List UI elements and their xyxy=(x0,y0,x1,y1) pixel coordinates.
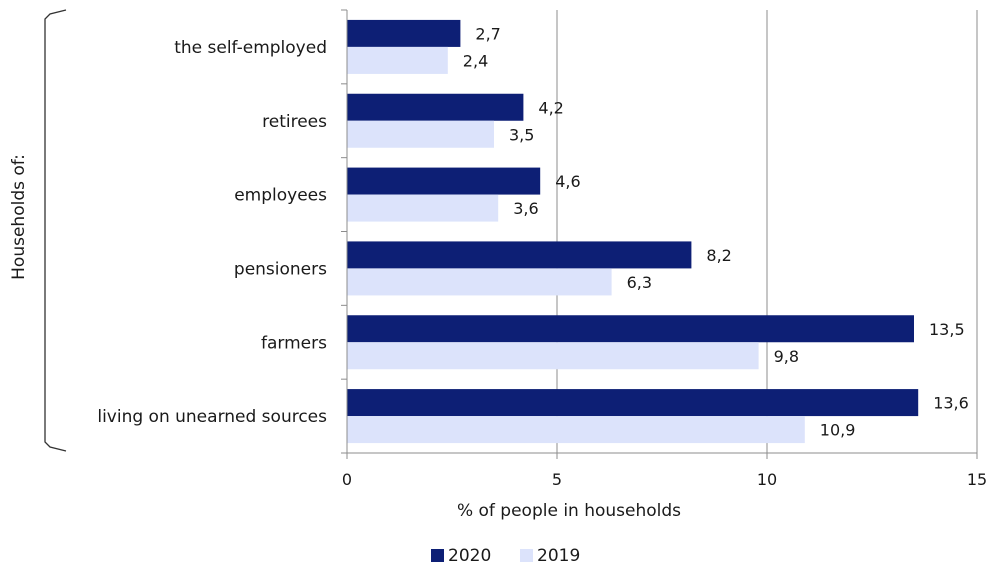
labels: 2,7 2,4 the self-employed 4,23,5 retirees 4,6… xyxy=(97,24,987,489)
data-label: 2,4 xyxy=(463,51,488,70)
data-label: 3,5 xyxy=(509,125,534,144)
category-label: pensioners xyxy=(234,259,327,279)
y-axis-bracket xyxy=(44,9,67,452)
bar-2020-0 xyxy=(347,19,461,47)
x-tick-label: 0 xyxy=(342,470,352,489)
bar-2020-5 xyxy=(347,389,919,417)
bar-2020-2 xyxy=(347,167,541,195)
category-label: living on unearned sources xyxy=(97,407,327,427)
legend-swatch-2020 xyxy=(431,549,444,562)
data-label: 2,7 xyxy=(475,24,500,43)
category-label: employees xyxy=(234,186,327,206)
bar-2020-1 xyxy=(347,93,524,121)
x-tick-label: 10 xyxy=(757,470,777,489)
x-tick-label: 15 xyxy=(967,470,987,489)
category-label: retirees xyxy=(262,112,327,132)
bars xyxy=(347,19,919,444)
data-label: 13,5 xyxy=(929,320,965,339)
bar-2019-3 xyxy=(347,268,612,296)
bar-2020-3 xyxy=(347,241,692,269)
grid-lines xyxy=(556,10,978,453)
x-axis-title: % of people in households xyxy=(457,501,681,521)
bar-2019-2 xyxy=(347,194,499,222)
legend-label-2019: 2019 xyxy=(537,546,580,566)
legend-swatch-2019 xyxy=(520,549,533,562)
data-label: 9,8 xyxy=(774,347,799,366)
bar-2019-4 xyxy=(347,342,759,370)
y-axis-group: Households of: xyxy=(9,9,67,452)
x-tick-label: 5 xyxy=(552,470,562,489)
legend: 2020 2019 xyxy=(431,546,580,566)
bar-2020-4 xyxy=(347,315,914,343)
bar-2019-0 xyxy=(347,46,448,74)
category-label: the self-employed xyxy=(174,38,327,58)
data-label: 8,2 xyxy=(706,246,731,265)
category-label: farmers xyxy=(261,333,327,353)
bar-2019-5 xyxy=(347,416,805,444)
data-label: 4,6 xyxy=(555,172,580,191)
bar-2019-1 xyxy=(347,120,494,148)
data-label: 3,6 xyxy=(513,199,538,218)
y-axis-title: Households of: xyxy=(9,154,29,280)
data-label: 6,3 xyxy=(627,273,652,292)
data-label: 10,9 xyxy=(820,421,856,440)
axes xyxy=(341,9,978,459)
legend-label-2020: 2020 xyxy=(448,546,491,566)
data-label: 4,2 xyxy=(538,98,563,117)
data-label: 13,6 xyxy=(933,394,969,413)
